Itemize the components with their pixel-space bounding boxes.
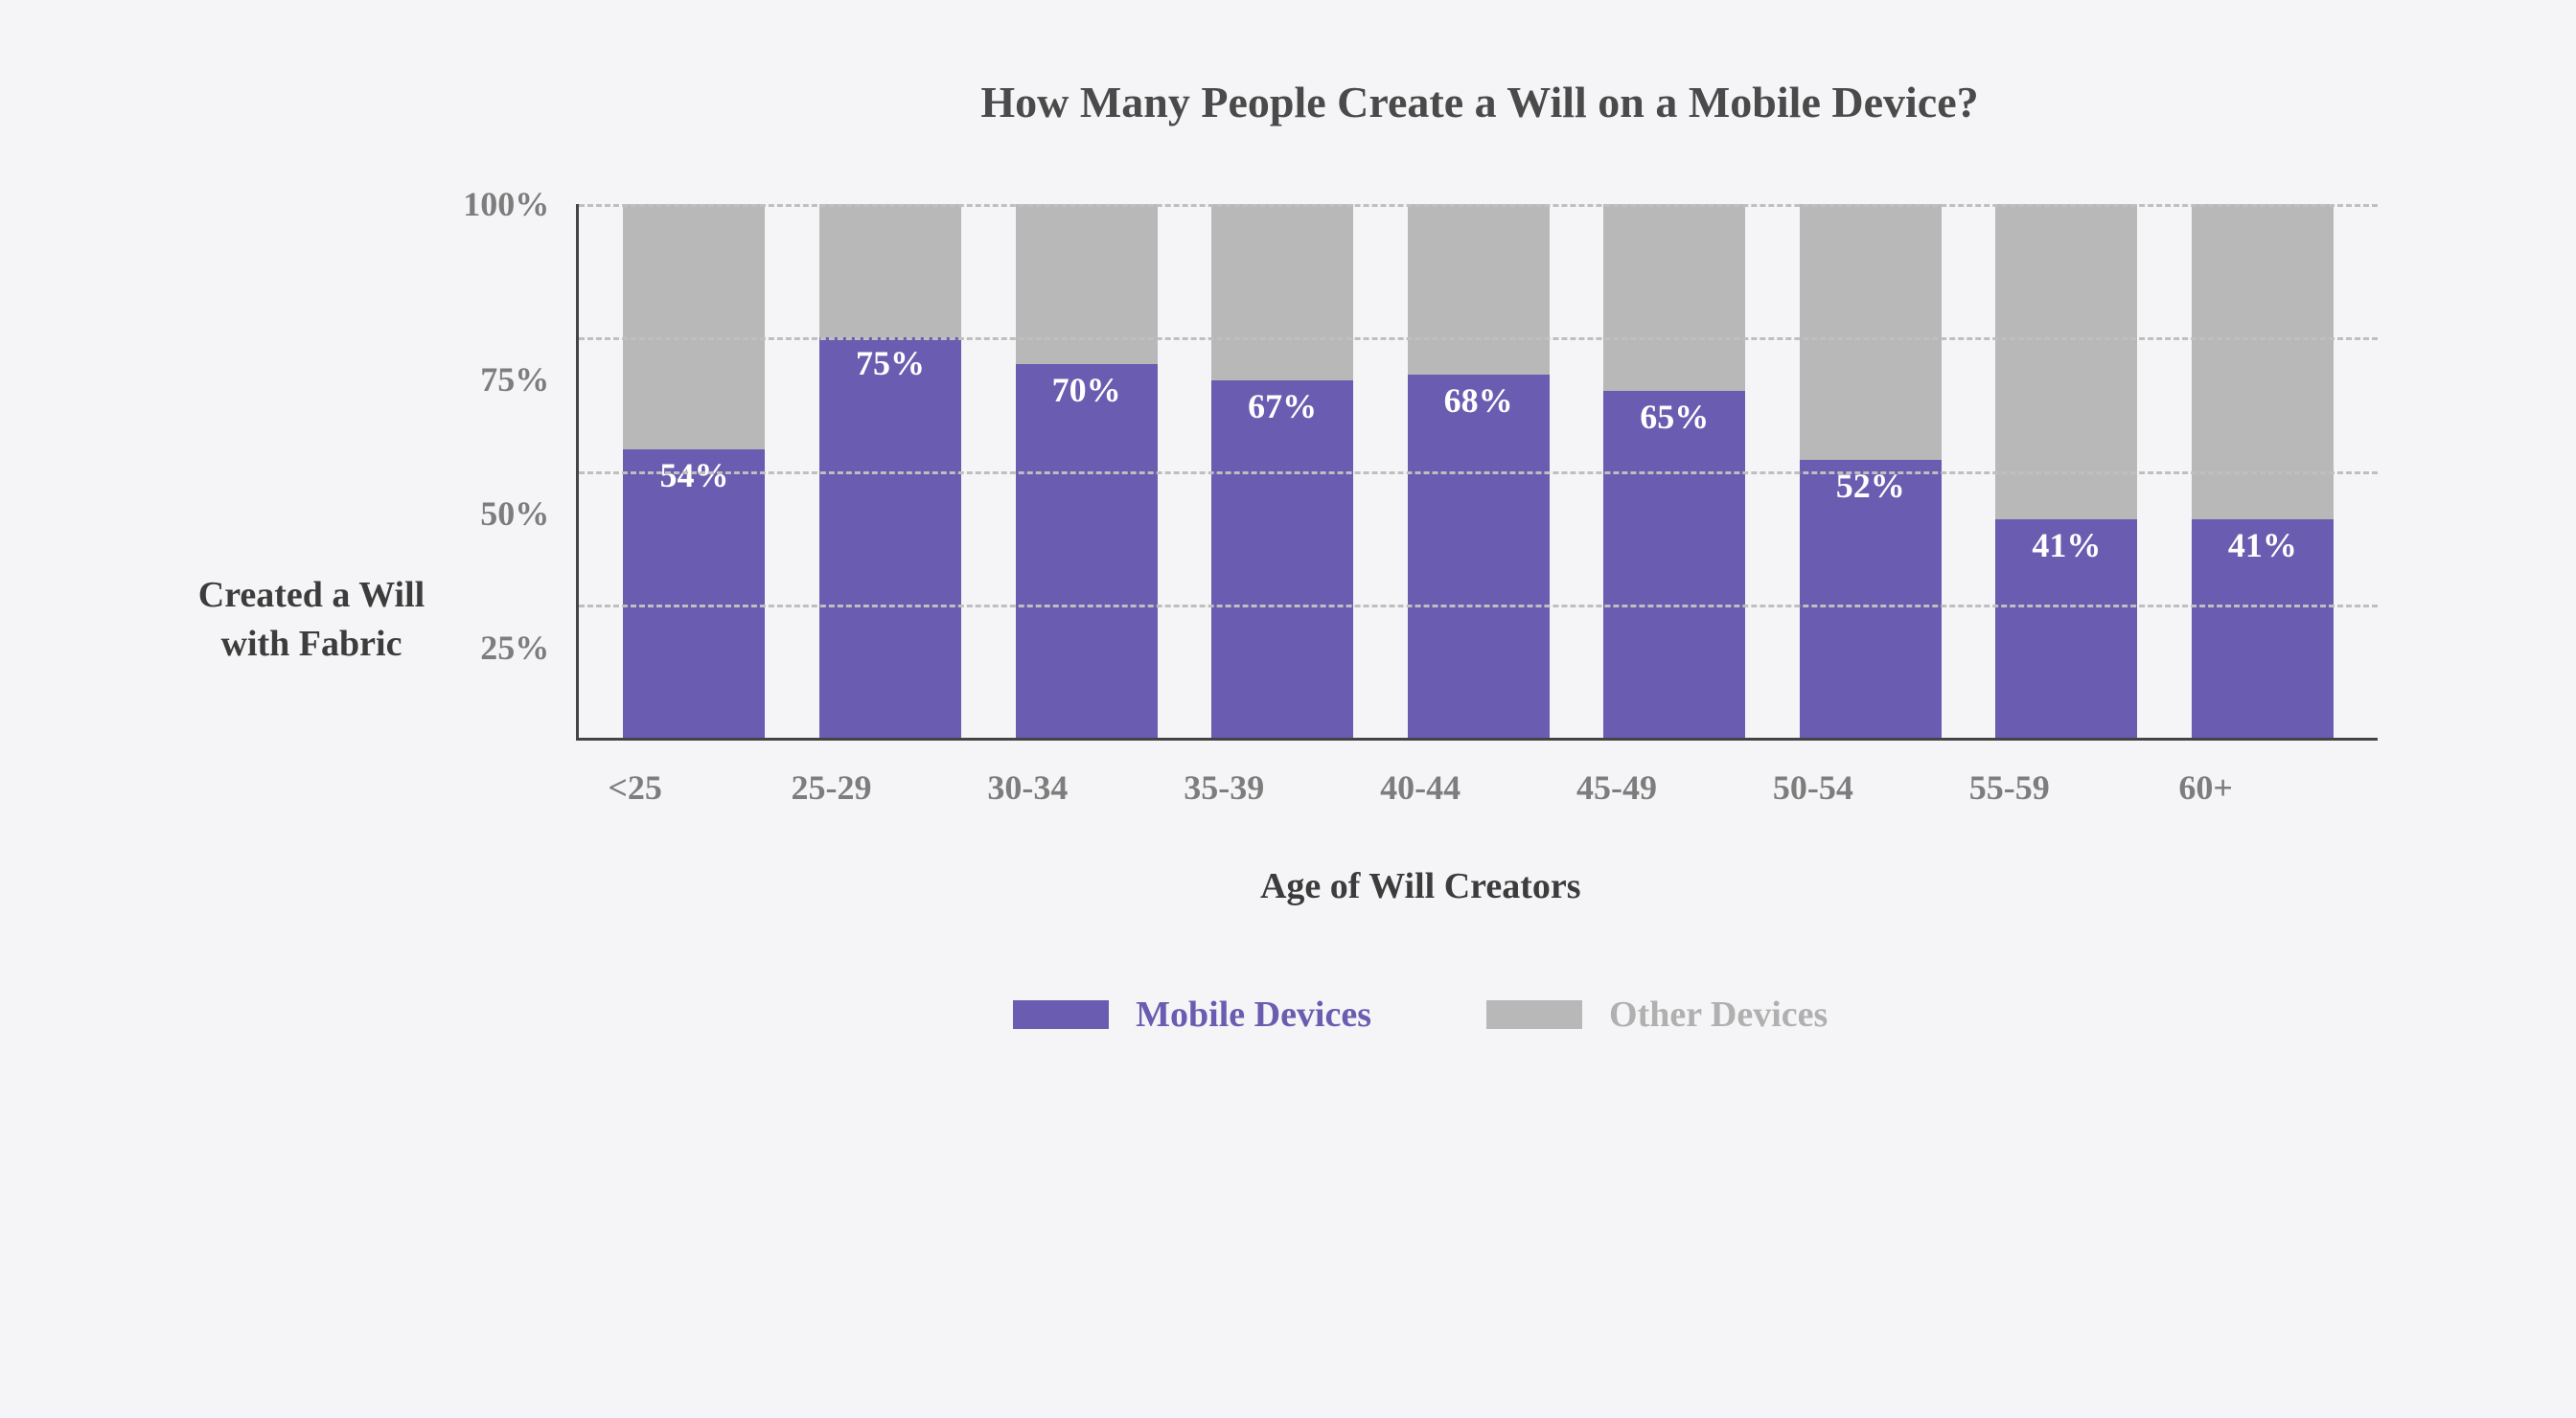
legend-label: Mobile Devices <box>1136 994 1371 1036</box>
chart-container: How Many People Create a Will on a Mobil… <box>0 0 2576 1418</box>
x-tick-label: 40-44 <box>1349 767 1491 808</box>
y-tick-label: 75% <box>480 359 549 400</box>
y-tick-label: 25% <box>480 628 549 668</box>
y-tick-label: 50% <box>480 493 549 534</box>
chart-title: How Many People Create a Will on a Mobil… <box>77 77 2499 127</box>
gridline <box>579 337 2378 340</box>
bar-segment-other <box>623 204 765 449</box>
x-tick-label: 50-54 <box>1742 767 1884 808</box>
bar-segment-other <box>819 204 961 337</box>
bar-value-label: 54% <box>623 455 765 495</box>
plot-area: 100%75%50%25% 54%75%70%67%68%65%52%41%41… <box>463 204 2378 741</box>
bar-segment-mobile: 67% <box>1211 380 1353 738</box>
bar-segment-other <box>1408 204 1550 375</box>
bar-segment-mobile: 75% <box>819 337 961 738</box>
x-tick-label: 45-49 <box>1546 767 1688 808</box>
chart-row: Created a Will with Fabric 100%75%50%25%… <box>77 204 2499 1036</box>
gridline <box>579 605 2378 607</box>
bar-value-label: 41% <box>2192 525 2334 565</box>
gridline <box>579 204 2378 207</box>
x-tick-label: 25-29 <box>761 767 903 808</box>
bar-segment-other <box>1211 204 1353 380</box>
legend: Mobile Devices Other Devices <box>1013 994 1828 1036</box>
bar-value-label: 41% <box>1995 525 2137 565</box>
y-axis-ticks: 100%75%50%25% <box>463 204 576 741</box>
bar-segment-mobile: 54% <box>623 449 765 738</box>
x-tick-label: <25 <box>564 767 706 808</box>
bar-value-label: 67% <box>1211 386 1353 426</box>
x-tick-label: 35-39 <box>1153 767 1295 808</box>
bar-segment-mobile: 65% <box>1603 391 1745 738</box>
bar-value-label: 70% <box>1016 370 1158 410</box>
x-tick-label: 30-34 <box>956 767 1098 808</box>
x-tick-label: 55-59 <box>1939 767 2081 808</box>
bar-segment-other <box>1800 204 1942 460</box>
bar-value-label: 75% <box>819 343 961 383</box>
legend-item: Other Devices <box>1486 994 1828 1036</box>
bar-segment-mobile: 68% <box>1408 375 1550 738</box>
legend-label: Other Devices <box>1609 994 1828 1036</box>
x-axis-label: Age of Will Creators <box>1260 865 1581 907</box>
legend-swatch <box>1486 1000 1582 1029</box>
bar-segment-mobile: 41% <box>1995 519 2137 738</box>
legend-item: Mobile Devices <box>1013 994 1371 1036</box>
bar-segment-mobile: 52% <box>1800 460 1942 738</box>
y-tick-label: 100% <box>463 184 549 224</box>
plot-grid: 54% 75% 70% 67% 68% 65% 52% 41% 41% <box>576 204 2378 741</box>
x-axis-ticks: <25 25-29 30-34 35-39 40-44 45-49 50-54 55-59 60… <box>519 741 2321 808</box>
y-axis-label: Created a Will with Fabric <box>198 571 463 670</box>
bar-value-label: 68% <box>1408 380 1550 421</box>
legend-swatch <box>1013 1000 1109 1029</box>
bar-segment-mobile: 41% <box>2192 519 2334 738</box>
bar-segment-mobile: 70% <box>1016 364 1158 738</box>
plot-wrap: 100%75%50%25% 54%75%70%67%68%65%52%41%41… <box>463 204 2378 1036</box>
bar-value-label: 65% <box>1603 397 1745 437</box>
x-tick-label: 60+ <box>2135 767 2277 808</box>
bar-segment-other <box>1603 204 1745 391</box>
gridline <box>579 471 2378 474</box>
